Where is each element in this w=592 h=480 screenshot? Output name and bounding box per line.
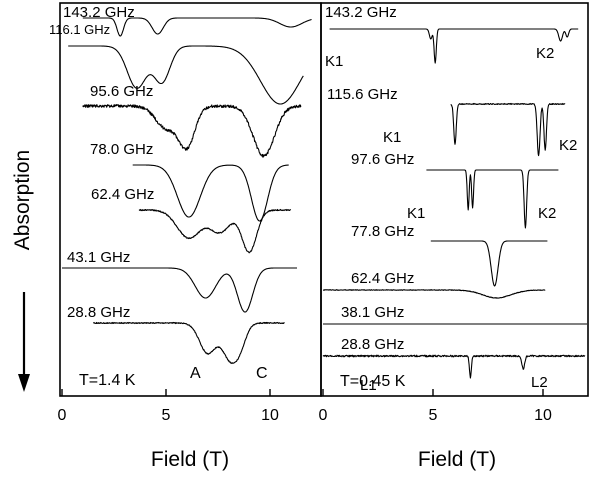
left-x-ticks: 0 5 10 <box>58 389 279 424</box>
right-x-ticks: 0 5 10 <box>319 389 552 424</box>
series-trace <box>322 354 586 379</box>
peak-label: K2 <box>536 45 554 62</box>
series-label: 116.1 GHz <box>49 22 110 37</box>
series-trace <box>329 28 579 64</box>
series-trace <box>82 17 312 37</box>
peak-label: K2 <box>559 137 577 154</box>
peak-label: K1 <box>383 129 401 146</box>
down-arrow-icon <box>18 292 30 392</box>
series-label: 78.0 GHz <box>90 141 153 158</box>
series-label: 38.1 GHz <box>341 304 404 321</box>
x-tick-label: 0 <box>58 407 67 424</box>
peak-label: L1 <box>360 377 377 394</box>
x-tick-label: 5 <box>162 407 171 424</box>
peak-label: K1 <box>407 205 425 222</box>
series-trace <box>93 321 285 364</box>
peak-label: K1 <box>325 53 343 70</box>
peak-label-a: A <box>190 365 201 382</box>
right-temperature-label: T=0.45 K <box>340 373 406 390</box>
right-x-axis-label: Field (T) <box>418 448 496 471</box>
series-trace <box>82 104 302 158</box>
y-axis-label: Absorption <box>11 150 34 250</box>
left-x-axis-label: Field (T) <box>151 448 229 471</box>
series-label: 43.1 GHz <box>67 249 130 266</box>
x-tick-label: 10 <box>534 407 552 424</box>
series-trace <box>450 102 566 157</box>
x-tick-label: 5 <box>429 407 438 424</box>
series-label: 115.6 GHz <box>327 86 398 103</box>
series-trace <box>322 289 546 299</box>
series-trace <box>132 164 289 222</box>
right-plot-frame <box>320 2 589 397</box>
series-trace <box>61 267 298 313</box>
series-label: 28.8 GHz <box>341 336 404 353</box>
series-trace <box>138 208 292 254</box>
peak-label-c: C <box>256 365 268 382</box>
series-label: 143.2 GHz <box>325 4 397 21</box>
left-temperature-label: T=1.4 K <box>79 372 136 389</box>
x-tick-label: 10 <box>261 407 279 424</box>
series-label: 28.8 GHz <box>67 304 130 321</box>
series-label: 97.6 GHz <box>351 151 414 168</box>
series-trace <box>68 45 304 105</box>
series-label: 143.2 GHz <box>63 4 135 21</box>
right-traces: 143.2 GHz K1 K2 115.6 GHz K1 K2 97.6 GHz K1 K2 77… <box>322 4 588 394</box>
series-trace <box>426 169 559 229</box>
right-panel: 0 5 10 143.2 GHz K1 K2 115.6 GHz K1 K2 97.6 GHz K… <box>319 2 589 471</box>
series-label: 77.8 GHz <box>351 223 414 240</box>
series-label: 62.4 GHz <box>351 270 414 287</box>
peak-label: K2 <box>538 205 556 222</box>
x-tick-label: 0 <box>319 407 328 424</box>
series-label: 95.6 GHz <box>90 83 153 100</box>
peak-label: L2 <box>531 374 548 391</box>
series-label: 62.4 GHz <box>91 186 154 203</box>
series-trace <box>430 240 548 287</box>
